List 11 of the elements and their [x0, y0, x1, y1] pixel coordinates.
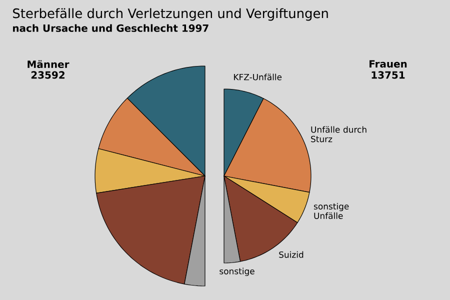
- chart-subtitle: nach Ursache und Geschlecht 1997: [13, 24, 208, 32]
- slice-label: Suizid: [279, 251, 304, 258]
- text: 23592: [31, 71, 64, 79]
- slice-label: Unfälle durch Sturz: [311, 126, 366, 142]
- slice-label: KFZ-Unfälle: [234, 74, 282, 80]
- text: Männer: [28, 60, 70, 68]
- slice-label: sonstige: [220, 268, 254, 276]
- slice-label: sonstige Unfälle: [314, 202, 349, 219]
- chart-title: Sterbefälle durch Verletzungen und Vergiftungen: [13, 8, 328, 21]
- text: Frauen: [370, 60, 407, 68]
- text: 13751: [372, 71, 405, 79]
